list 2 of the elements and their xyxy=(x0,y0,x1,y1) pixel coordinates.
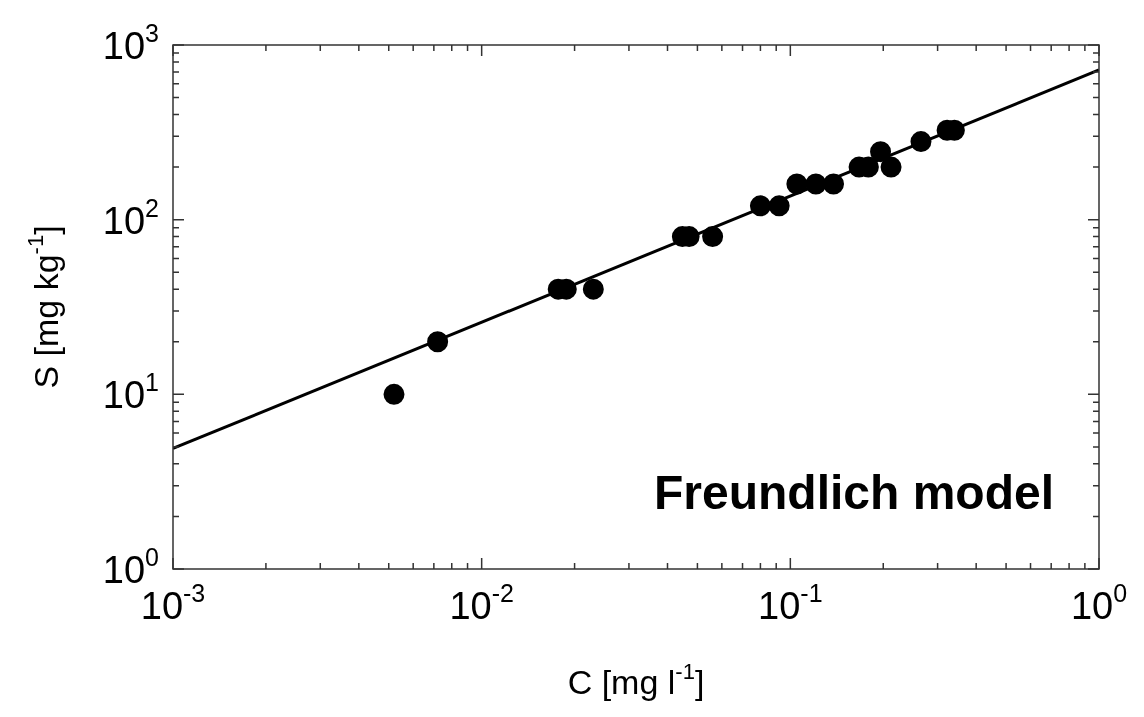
annotation: Freundlich model xyxy=(653,466,1054,519)
y-axis-title: S [mg kg-1] xyxy=(22,225,65,389)
